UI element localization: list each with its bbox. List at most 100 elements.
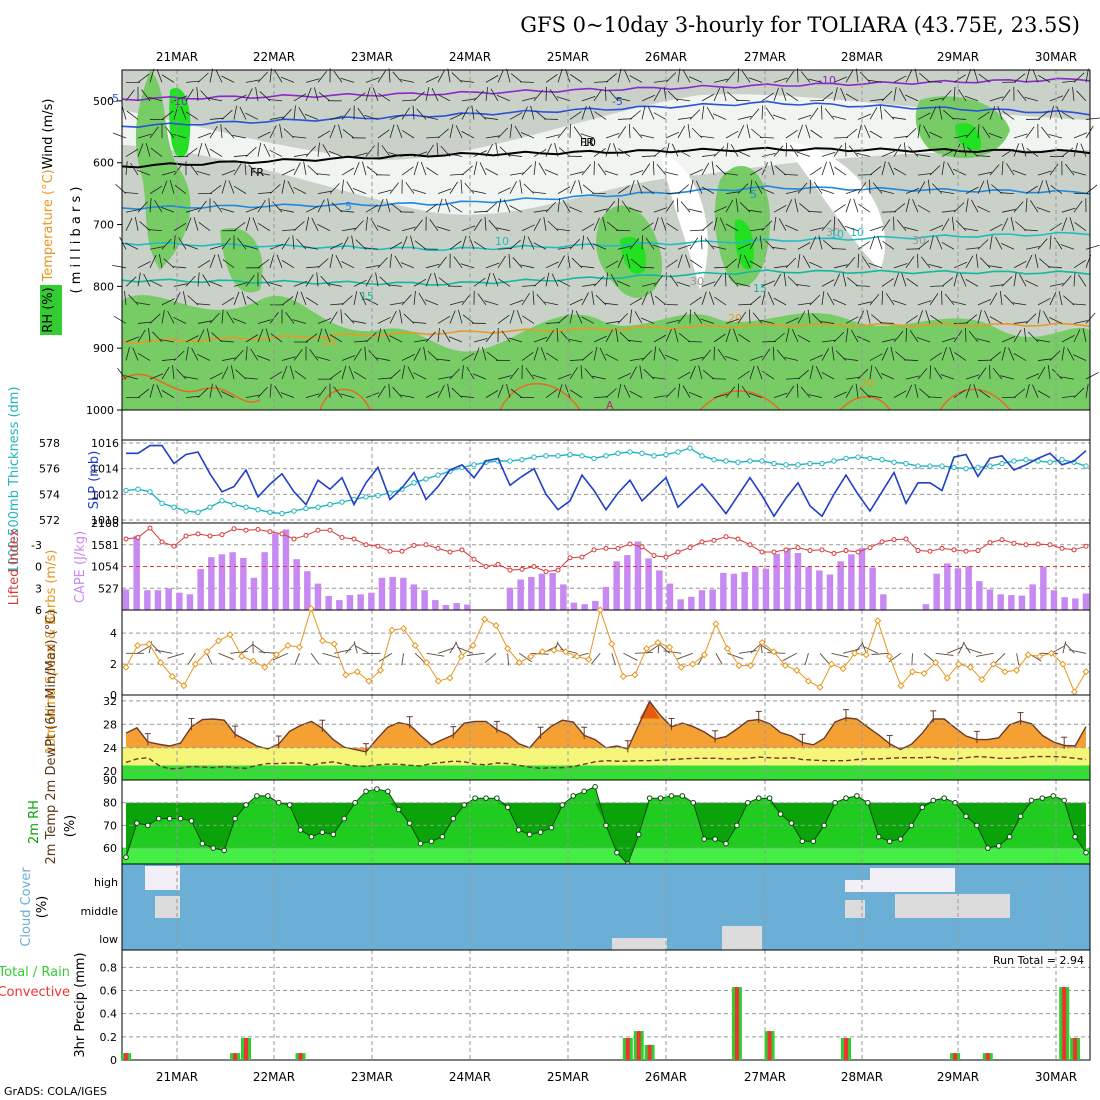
wind-barb: [112, 265, 127, 269]
thickness-point: [747, 458, 753, 464]
wind-barb: [1025, 68, 1030, 83]
wind-barb: [628, 207, 643, 213]
wind-barb: [923, 125, 931, 139]
wind-barb: [413, 278, 427, 287]
wind-barb: [1049, 317, 1063, 324]
thickness-point: [471, 462, 477, 468]
wind-barb: [919, 72, 931, 83]
rh-dry-patch: [780, 140, 886, 270]
rh-point: [1050, 793, 1057, 799]
wind-barb: [992, 367, 1003, 380]
cape-bar: [933, 573, 940, 610]
rh-point: [450, 815, 457, 822]
wind-barb: [941, 241, 955, 250]
cape-tick-label: 527: [98, 582, 119, 595]
wind-barb: [449, 124, 454, 139]
li-tick-label: -3: [31, 539, 42, 552]
wind-barb: [1076, 90, 1087, 102]
wind-barb: [639, 365, 643, 380]
wind-barb: [401, 294, 412, 306]
wind-barb: [557, 384, 563, 398]
wind-barb: [172, 133, 187, 139]
wind-barb: [833, 204, 846, 213]
wind-barb: [879, 322, 895, 324]
wind-barb: [545, 73, 558, 83]
wind-barb: [364, 247, 379, 250]
wind-barb: [533, 347, 539, 361]
wind-barb: [461, 106, 469, 120]
wind-barb: [785, 257, 797, 269]
wind-barb: [936, 236, 943, 250]
wind-barb: [1049, 283, 1064, 287]
wind-speed-point: [561, 648, 570, 656]
wind-barb-10m: [646, 644, 660, 654]
wind-barb: [869, 353, 883, 361]
wind-barb: [953, 143, 961, 157]
wind-barb: [784, 357, 799, 361]
wind-barb-10m: [871, 652, 890, 655]
wind-barb: [185, 346, 189, 361]
wind-barb: [989, 223, 1003, 232]
wind-barb: [999, 290, 1003, 305]
wind-barb: [737, 370, 750, 380]
cape-bar: [688, 596, 695, 610]
wind-barb: [377, 377, 392, 380]
li-point: [795, 545, 801, 551]
wind-barb: [724, 172, 739, 176]
wind-barb: [557, 373, 572, 380]
wind-barb: [929, 165, 941, 176]
wind-barb: [1061, 275, 1072, 287]
wind-barb: [973, 384, 979, 398]
y-tick-label: 700: [93, 219, 114, 232]
date-label-bottom: 27MAR: [744, 1070, 786, 1084]
wind-barb: [581, 96, 596, 102]
wind-barb: [269, 68, 272, 83]
cape-bar: [176, 592, 183, 610]
cape-bar: [858, 548, 866, 610]
wind-barb: [917, 310, 923, 324]
thickness-point: [807, 460, 813, 467]
wind-barb: [748, 309, 751, 324]
wind-barb: [245, 274, 255, 287]
wind-barb: [584, 368, 595, 380]
wind-barb: [1072, 86, 1075, 101]
li-point: [639, 544, 645, 550]
rh-point: [886, 838, 893, 845]
wind-barb: [1034, 254, 1039, 268]
wind-barb: [342, 129, 355, 139]
thickness-point: [135, 486, 141, 492]
wind-barb: [341, 355, 356, 361]
wind-barb-10m: [911, 653, 913, 666]
wind-barb: [365, 204, 379, 213]
wind-barb: [1013, 329, 1022, 343]
wind-barb: [905, 327, 908, 343]
wind-barb: [941, 347, 947, 361]
cape-bar: [570, 602, 578, 610]
wind-barb: [551, 273, 559, 287]
wind-speed-point: [989, 660, 998, 668]
wind-barb: [344, 312, 355, 324]
wind-barb: [845, 128, 858, 139]
rh-point: [439, 833, 446, 840]
wind-barb: [281, 108, 292, 120]
wind-barb: [689, 356, 704, 361]
wind-barb: [486, 351, 499, 361]
li-point: [759, 549, 765, 555]
wind-barb: [185, 275, 196, 287]
wind-barb: [405, 182, 415, 194]
wind-barb-10m: [862, 645, 878, 654]
wind-barb: [665, 192, 681, 195]
wind-barb: [317, 318, 332, 324]
isotherm-20: [121, 322, 1091, 344]
wind-barb: [1032, 384, 1039, 398]
wind-barb: [437, 256, 447, 269]
wind-barb: [173, 350, 185, 361]
wind-speed-point: [955, 660, 963, 668]
wind-barb: [436, 358, 451, 361]
wind-barb: [462, 314, 475, 324]
wind-barb: [982, 126, 991, 139]
cape-tick-label: 2108: [91, 517, 119, 530]
thickness-point: [267, 509, 273, 515]
wind-barb: [989, 235, 993, 250]
